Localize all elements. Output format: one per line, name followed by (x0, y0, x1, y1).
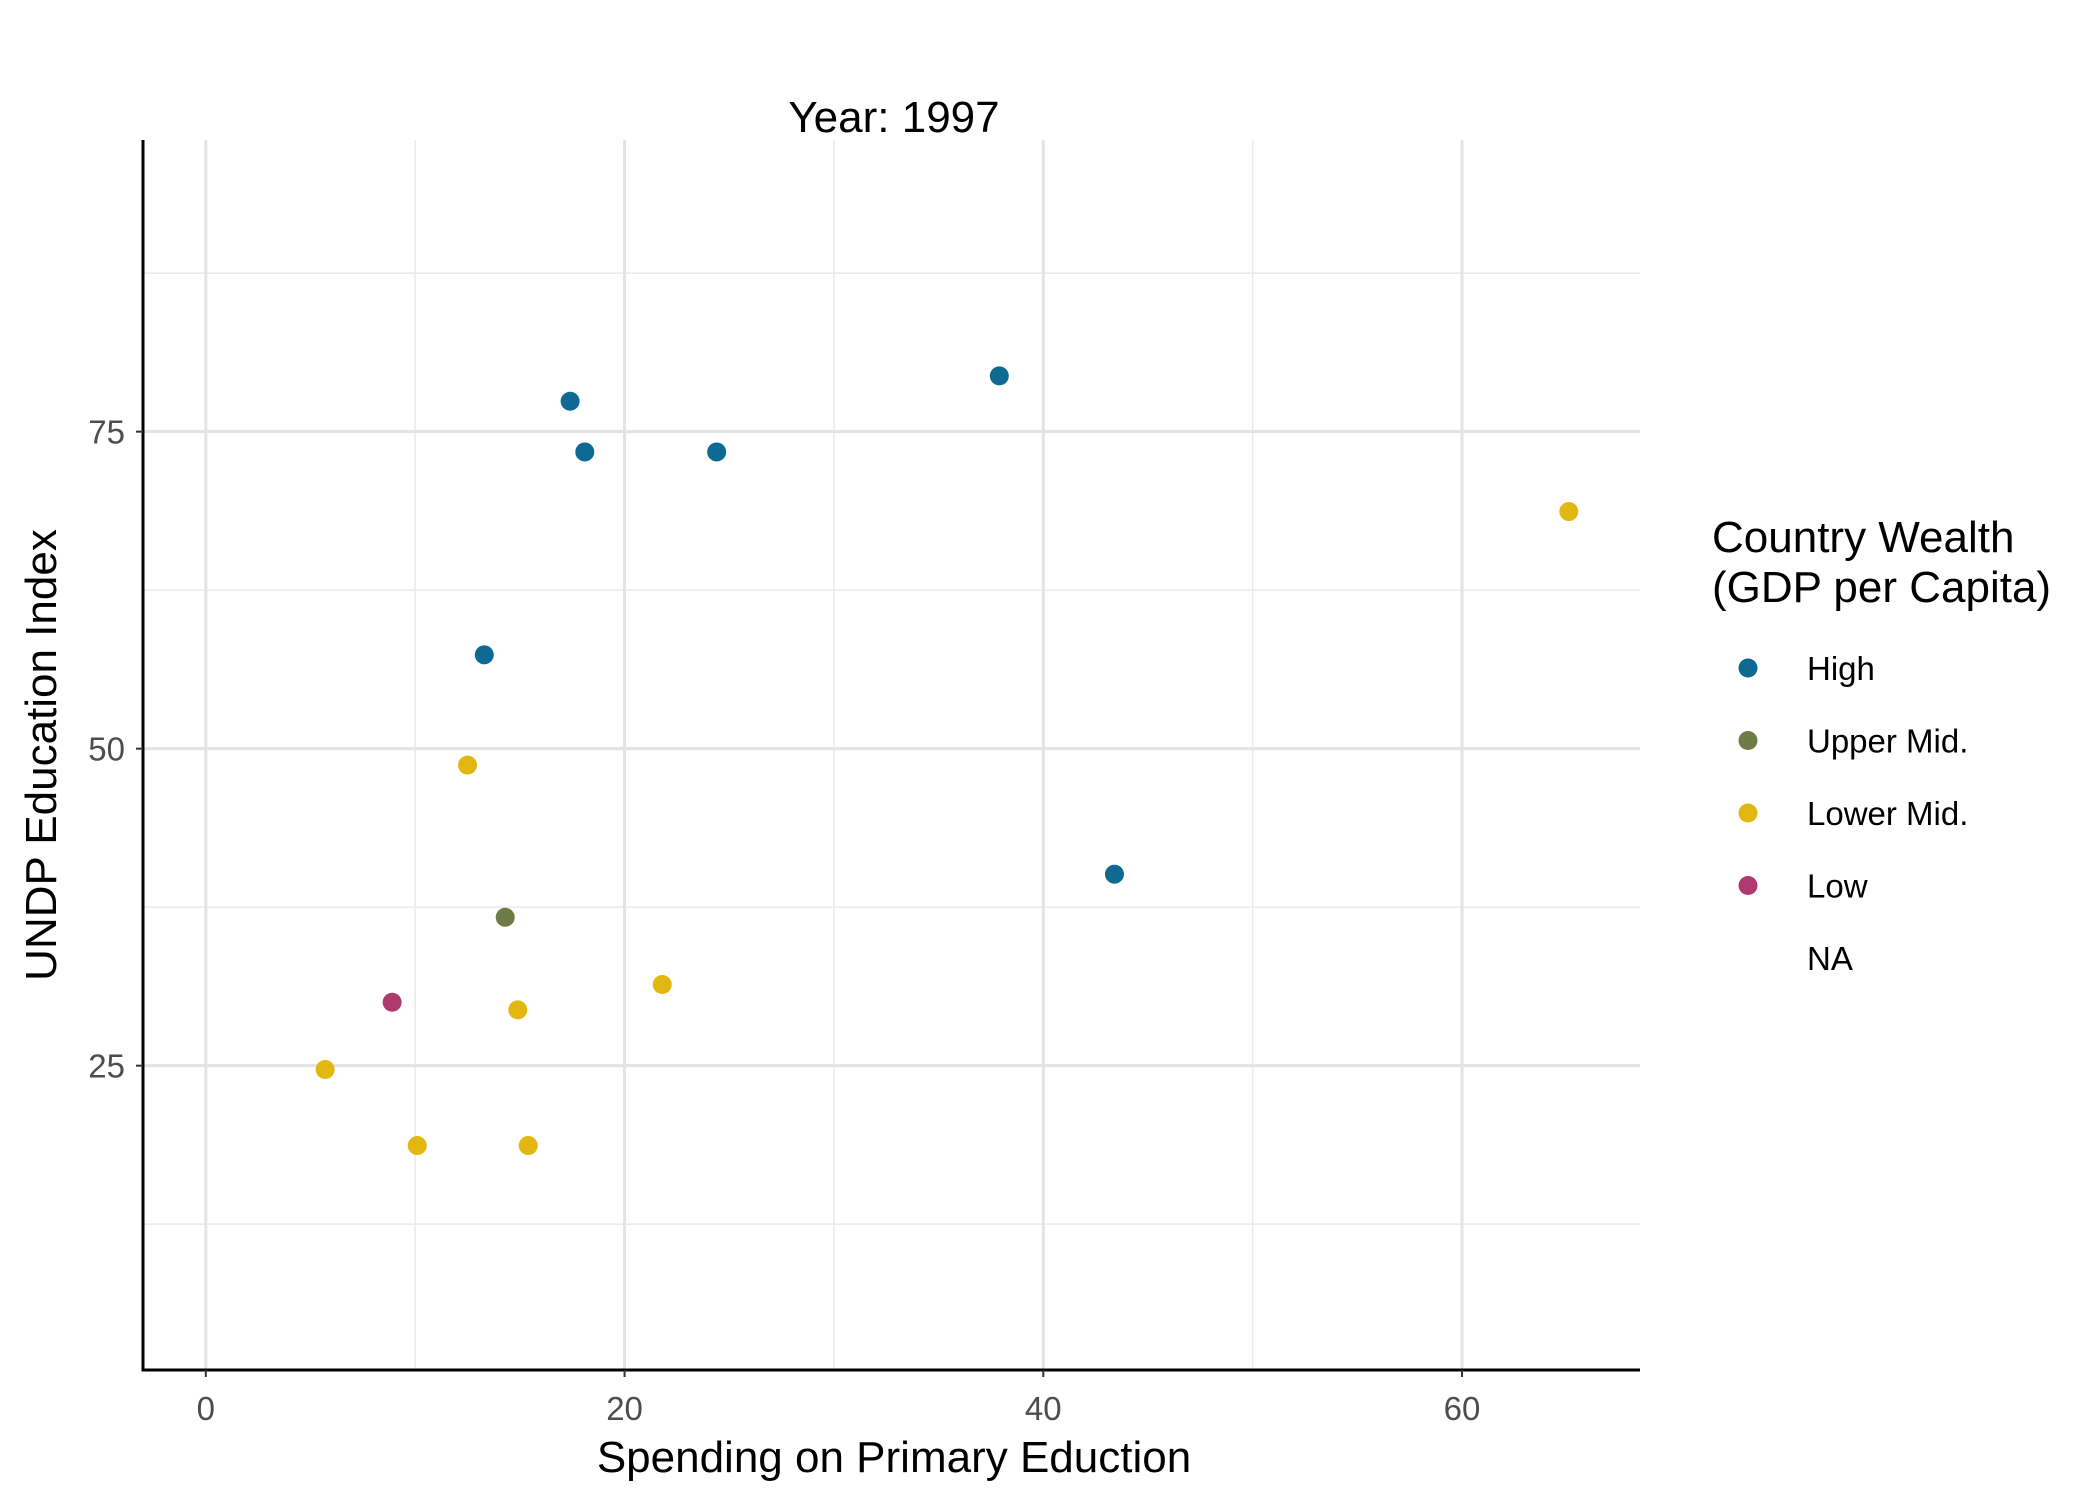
point-high (989, 366, 1009, 386)
x-axis-title: Spending on Primary Eduction (597, 1433, 1191, 1482)
point-high (575, 442, 595, 462)
grid-lines (143, 140, 1640, 1370)
point-lower-mid (407, 1136, 427, 1156)
axes (136, 140, 1640, 1377)
y-tick-label: 50 (88, 731, 125, 768)
legend-key-upper-mid (1738, 731, 1758, 750)
point-lower-mid (518, 1136, 538, 1156)
legend-items: High Upper Mid. Lower Mid. Low NA (1738, 650, 1968, 977)
legend-label-low: Low (1807, 868, 1868, 905)
y-tick-label: 25 (88, 1048, 125, 1085)
point-lower-mid (508, 1000, 528, 1020)
point-lower-mid (1559, 502, 1579, 522)
legend-label-lower-mid: Lower Mid. (1807, 795, 1968, 832)
y-axis-title: UNDP Education Index (17, 529, 66, 981)
point-high (707, 442, 727, 462)
point-upper-mid (495, 907, 515, 927)
legend: Country Wealth (GDP per Capita) High Uppe… (1712, 513, 2051, 977)
legend-title-line-2: (GDP per Capita) (1712, 563, 2051, 612)
point-lower-mid (652, 975, 672, 995)
point-high (560, 391, 580, 411)
tick-labels: 0 20 40 60 25 50 75 (88, 414, 1480, 1427)
legend-label-high: High (1807, 650, 1875, 687)
point-low (382, 992, 402, 1012)
point-high (474, 645, 494, 665)
legend-key-high (1738, 658, 1758, 678)
point-high (1104, 864, 1124, 884)
legend-label-upper-mid: Upper Mid. (1807, 723, 1968, 760)
x-tick-label: 40 (1025, 1390, 1062, 1427)
point-lower-mid (458, 755, 478, 775)
chart-title: Year: 1997 (788, 93, 999, 142)
x-tick-label: 60 (1444, 1390, 1481, 1427)
legend-key-na (1738, 948, 1758, 968)
legend-title-line-1: Country Wealth (1712, 513, 2014, 562)
data-points (315, 366, 1579, 1156)
legend-key-low (1738, 876, 1758, 895)
point-lower-mid (315, 1059, 335, 1079)
y-tick-label: 75 (88, 414, 125, 451)
legend-label-na: NA (1807, 940, 1853, 977)
x-tick-label: 20 (606, 1390, 643, 1427)
legend-key-lower-mid (1738, 803, 1758, 823)
x-tick-label: 0 (197, 1390, 215, 1427)
